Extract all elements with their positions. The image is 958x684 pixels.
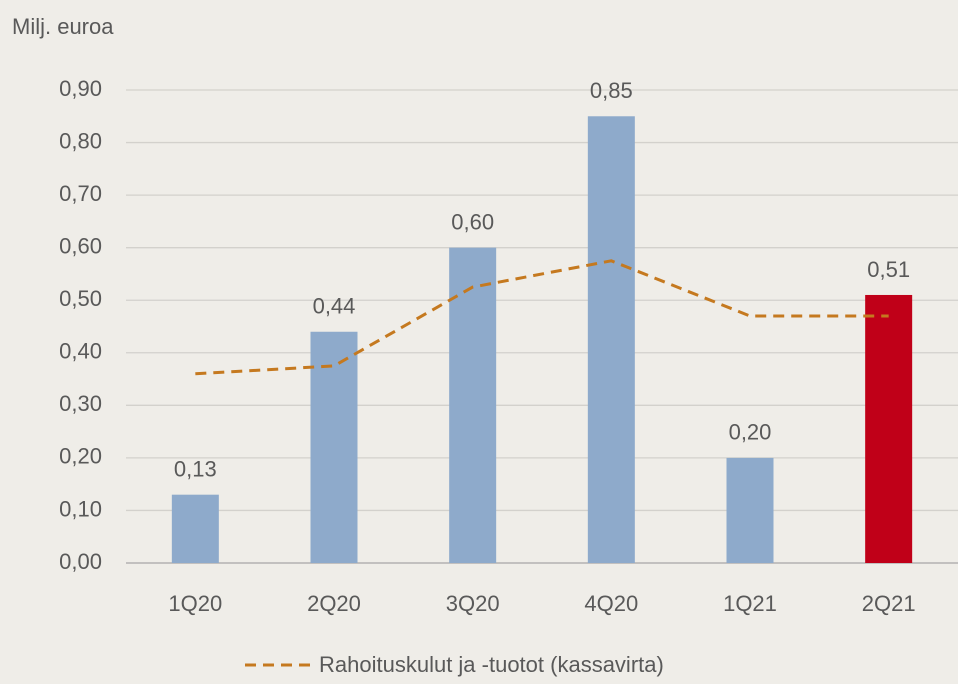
bar [865, 294, 913, 563]
bar [726, 457, 774, 563]
y-tick-label: 0,70 [59, 181, 102, 206]
bar [449, 247, 497, 563]
data-label: 0,85 [590, 78, 633, 103]
y-tick-label: 0,80 [59, 128, 102, 153]
bar [587, 116, 635, 564]
bar [171, 494, 219, 563]
data-label: 0,60 [451, 209, 494, 234]
x-tick-label: 3Q20 [446, 591, 500, 616]
legend-label: Rahoituskulut ja -tuotot (kassavirta) [319, 652, 664, 677]
bar [310, 331, 358, 563]
data-label: 0,44 [313, 294, 356, 319]
y-tick-label: 0,10 [59, 496, 102, 521]
y-tick-label: 0,60 [59, 233, 102, 258]
data-label: 0,51 [867, 257, 910, 282]
x-tick-label: 1Q20 [168, 591, 222, 616]
x-tick-label: 2Q21 [862, 591, 916, 616]
y-tick-label: 0,90 [59, 76, 102, 101]
data-label: 0,13 [174, 456, 217, 481]
line-series [195, 259, 889, 376]
y-tick-label: 0,50 [59, 286, 102, 311]
x-tick-label: 4Q20 [584, 591, 638, 616]
y-axis-label: Milj. euroa [12, 14, 114, 39]
x-tick-label: 1Q21 [723, 591, 777, 616]
x-tick-label: 2Q20 [307, 591, 361, 616]
y-tick-label: 0,20 [59, 444, 102, 469]
y-tick-label: 0,40 [59, 339, 102, 364]
y-tick-label: 0,00 [59, 549, 102, 574]
y-tick-label: 0,30 [59, 391, 102, 416]
data-label: 0,20 [729, 420, 772, 445]
